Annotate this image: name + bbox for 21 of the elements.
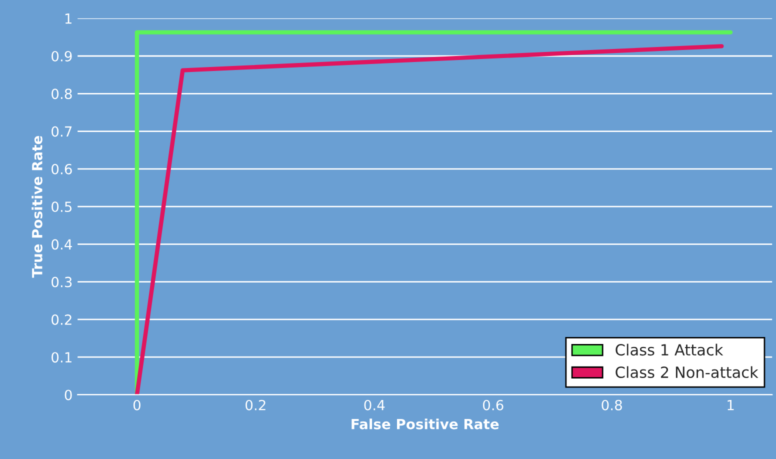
y-tick-label: 0.4 xyxy=(52,239,72,250)
y-tick-label: 0.5 xyxy=(52,202,72,212)
y-tick-label: 0.8 xyxy=(52,88,72,100)
y-tick-label: 0 xyxy=(64,390,72,400)
y-tick-label: 0.2 xyxy=(52,314,72,325)
x-tick-label: 0.8 xyxy=(602,400,622,410)
legend-label: Class 2 Non-attack xyxy=(616,366,758,378)
x-axis-title: False Positive Rate xyxy=(352,418,499,430)
y-tick-label: 0.7 xyxy=(52,126,72,137)
y-tick-label: 0.3 xyxy=(52,276,72,288)
x-tick-label: 1 xyxy=(728,400,734,410)
x-tick-label: 0.2 xyxy=(246,400,266,410)
y-tick-label: 0.1 xyxy=(52,352,72,363)
x-tick-label: 0.4 xyxy=(364,400,385,410)
y-tick-label: 0.6 xyxy=(52,164,72,174)
x-tick-label: 0.6 xyxy=(482,400,504,410)
x-tick-label: 0 xyxy=(133,400,140,410)
legend-label: Class 1 Attack xyxy=(616,344,724,356)
y-tick-label: 1 xyxy=(65,14,72,24)
y-axis-title: True Positive Rate xyxy=(32,136,42,278)
y-tick-label: 0.9 xyxy=(52,50,72,62)
